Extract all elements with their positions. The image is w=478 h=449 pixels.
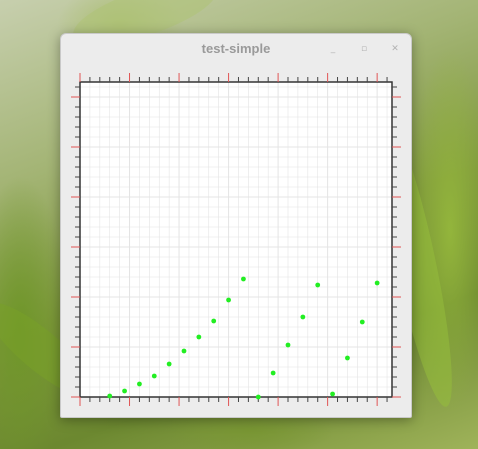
data-points	[107, 276, 380, 400]
plot-grid	[80, 82, 392, 397]
minimize-icon[interactable]: _	[330, 44, 336, 54]
data-point	[107, 393, 113, 399]
data-point	[315, 282, 321, 288]
window-title: test-simple	[201, 41, 271, 56]
data-point	[255, 394, 261, 400]
data-point	[226, 297, 231, 303]
data-point	[300, 314, 306, 320]
data-point	[345, 355, 350, 361]
app-window: test-simple _ ▫ ✕	[60, 33, 412, 418]
data-point	[151, 373, 157, 379]
plot-area	[80, 82, 392, 397]
data-point	[122, 388, 127, 394]
data-point	[211, 318, 217, 324]
plot-canvas[interactable]	[61, 34, 411, 417]
data-point	[359, 319, 365, 325]
maximize-icon[interactable]: ▫	[360, 44, 368, 54]
plot-frame	[79, 81, 393, 398]
plot-border	[79, 81, 393, 398]
data-point	[330, 391, 335, 397]
data-point	[181, 348, 187, 354]
data-point	[285, 342, 291, 348]
data-point	[166, 361, 172, 367]
data-point	[374, 280, 380, 286]
data-point	[241, 276, 246, 282]
axis-ticks	[71, 73, 401, 406]
data-point	[196, 334, 202, 340]
data-point	[270, 370, 276, 376]
data-point	[137, 381, 142, 387]
title-bar[interactable]: test-simple _ ▫ ✕	[61, 34, 411, 64]
close-icon[interactable]: ✕	[391, 44, 399, 54]
